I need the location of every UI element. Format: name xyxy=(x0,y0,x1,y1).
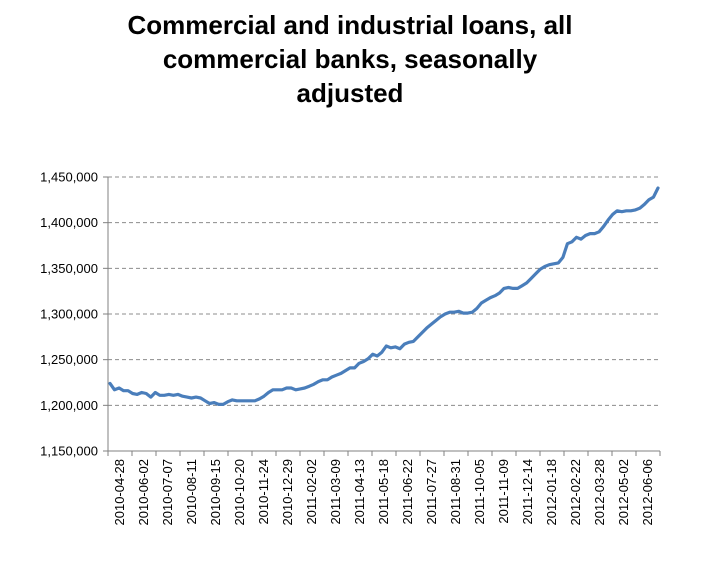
x-tick-label: 2010-11-24 xyxy=(256,459,271,525)
y-tick-label: 1,200,000 xyxy=(40,398,98,413)
x-tick-label: 2012-06-06 xyxy=(640,459,655,526)
axes xyxy=(103,176,661,456)
chart-title-line-3: adjusted xyxy=(296,78,404,108)
x-tick-label: 2011-11-09 xyxy=(496,459,511,524)
y-tick-labels: 1,150,000 1,200,000 1,250,000 1,300,000 1,35… xyxy=(40,170,98,459)
x-tick-label: 2012-05-02 xyxy=(616,459,631,526)
x-tick-label: 2011-10-05 xyxy=(472,459,487,525)
series-line xyxy=(108,186,660,406)
chart-title-line-1: Commercial and industrial loans, all xyxy=(127,10,573,40)
x-tick-label: 2011-04-13 xyxy=(352,459,367,525)
x-tick-label: 2012-02-22 xyxy=(568,459,583,526)
series-group xyxy=(108,186,660,406)
gridlines xyxy=(108,176,660,406)
x-tick-label: 2010-09-15 xyxy=(208,459,223,526)
x-tick-label: 2012-03-28 xyxy=(592,459,607,526)
y-tick-label: 1,300,000 xyxy=(40,307,98,322)
chart-title-line-2: commercial banks, seasonally xyxy=(162,44,538,74)
y-tick-label: 1,250,000 xyxy=(40,352,98,367)
x-tick-label: 2010-06-02 xyxy=(136,459,151,526)
x-tick-label: 2011-08-31 xyxy=(448,459,463,525)
x-tick-label: 2010-08-11 xyxy=(184,459,199,525)
x-tick-label: 2011-03-09 xyxy=(328,459,343,525)
x-tick-label: 2011-02-02 xyxy=(304,459,319,525)
chart-title: Commercial and industrial loans, all com… xyxy=(60,8,640,110)
x-tick-label: 2011-06-22 xyxy=(400,459,415,525)
x-tick-label: 2012-01-18 xyxy=(544,459,559,526)
x-tick-label: 2010-12-29 xyxy=(280,459,295,526)
x-tick-label: 2011-07-27 xyxy=(424,459,439,525)
y-tick-label: 1,350,000 xyxy=(40,261,98,276)
y-tick-label: 1,450,000 xyxy=(40,170,98,185)
y-tick-label: 1,400,000 xyxy=(40,215,98,230)
x-tick-label: 2010-04-28 xyxy=(112,459,127,526)
x-tick-label: 2010-07-07 xyxy=(160,459,175,526)
y-tick-label: 1,150,000 xyxy=(40,444,98,459)
x-tick-label: 2011-05-18 xyxy=(376,459,391,525)
x-tick-label: 2011-12-14 xyxy=(520,459,535,525)
x-tick-label: 2010-10-20 xyxy=(232,459,247,526)
x-tick-labels: 2010-04-28 2010-06-02 2010-07-07 2010-08-11… xyxy=(112,459,655,526)
